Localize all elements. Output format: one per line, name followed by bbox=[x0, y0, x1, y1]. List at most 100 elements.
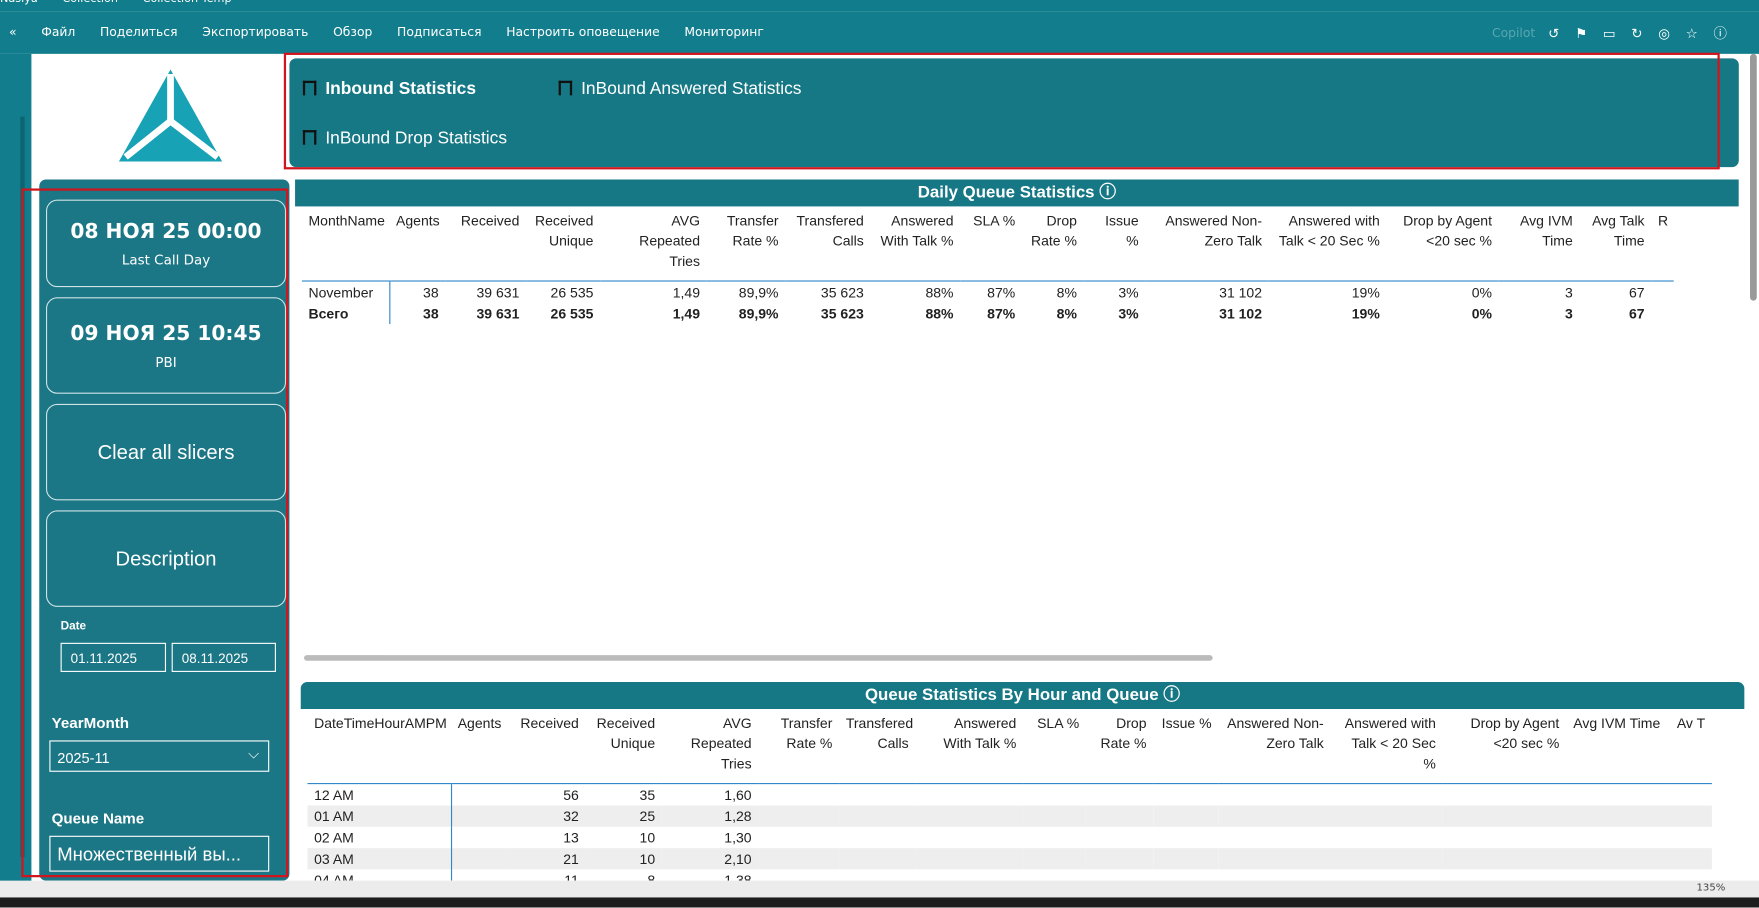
cell bbox=[451, 784, 507, 806]
column-header[interactable]: Received bbox=[445, 206, 527, 282]
left-rail bbox=[0, 53, 32, 887]
queue-dropdown[interactable]: Множественный вы... bbox=[49, 835, 270, 872]
copilot[interactable]: Copilot bbox=[1492, 25, 1536, 41]
title-text: Queue Statistics By Hour and Queue bbox=[864, 685, 1159, 705]
column-header[interactable]: Transfered Calls bbox=[785, 206, 871, 282]
column-header[interactable]: Transfered Calls bbox=[839, 708, 916, 785]
cell: 32 bbox=[563, 808, 579, 824]
column-header[interactable]: Answered With Talk % bbox=[870, 206, 961, 282]
column-header[interactable]: Answered Non-Zero Talk bbox=[1145, 206, 1269, 282]
column-header[interactable]: Avg IVM Time bbox=[1498, 206, 1580, 282]
column-header[interactable]: Received Unique bbox=[526, 206, 601, 282]
empty-cell bbox=[839, 827, 915, 848]
queue-value: Множественный вы... bbox=[57, 844, 242, 865]
status-bar: 135% bbox=[0, 880, 1759, 898]
column-header[interactable]: R bbox=[1651, 206, 1674, 282]
empty-cell bbox=[1330, 805, 1442, 826]
empty-cell bbox=[1330, 869, 1442, 880]
tab[interactable]: Nasiya bbox=[0, 0, 38, 6]
column-header[interactable]: Answered with Talk < 20 Sec % bbox=[1330, 708, 1443, 785]
toolbar-item[interactable]: Обзор bbox=[333, 24, 373, 40]
empty-cell bbox=[1566, 869, 1667, 880]
header-row: MonthName Agents Received Received Unique AV… bbox=[301, 206, 1674, 282]
empty-cell bbox=[915, 805, 1023, 826]
column-header[interactable]: SLA % bbox=[960, 206, 1022, 282]
toolbar-item[interactable]: Поделиться bbox=[99, 24, 178, 40]
highlight-box bbox=[283, 52, 1720, 170]
empty-cell bbox=[1153, 848, 1218, 869]
empty-cell bbox=[1218, 784, 1330, 806]
cell: 01 AM bbox=[307, 805, 452, 827]
cell: 3 bbox=[1564, 305, 1573, 322]
column-header[interactable]: Agents bbox=[389, 206, 446, 282]
bookmark[interactable]: Inbound Statistics bbox=[303, 80, 476, 100]
button[interactable]: Description bbox=[45, 510, 287, 607]
column-header[interactable]: Agents bbox=[450, 708, 508, 785]
toolbar-icons: ↺⚑▭↻◎☆ⓘ bbox=[1548, 25, 1743, 42]
row: November 38 39 631 26 535 1,49 89,9% 35 623 88%… bbox=[301, 281, 1674, 303]
column-header[interactable]: Av T bbox=[1667, 708, 1712, 785]
empty-cell bbox=[758, 784, 839, 806]
bookmark[interactable]: InBound Answered Statistics bbox=[559, 80, 801, 100]
empty-cell bbox=[1443, 784, 1566, 806]
empty-cell bbox=[1153, 805, 1218, 826]
toolbar-item[interactable]: Подписаться bbox=[397, 24, 482, 40]
data-table: DateTimeHourAMPM Agents Received Received U… bbox=[307, 708, 1712, 881]
column-header[interactable]: Answered with Talk < 20 Sec % bbox=[1268, 206, 1387, 282]
empty-cell bbox=[1153, 784, 1218, 806]
column-header[interactable]: AVG Repeated Tries bbox=[661, 708, 759, 785]
empty-cell bbox=[1086, 848, 1153, 869]
row: 12 AM 56 35 1,60 bbox=[307, 783, 1712, 806]
thead: DateTimeHourAMPM Agents Received Received U… bbox=[307, 708, 1712, 785]
empty-cell bbox=[915, 848, 1023, 869]
toolbar-item[interactable]: Настроить оповещение bbox=[506, 24, 660, 40]
button[interactable]: Clear all slicers bbox=[45, 403, 287, 501]
tab[interactable]: Collection bbox=[62, 0, 117, 6]
column-header[interactable]: Avg IVM Time bbox=[1566, 708, 1668, 785]
cell: 67 bbox=[1628, 284, 1645, 301]
column-header[interactable]: Drop Rate % bbox=[1021, 206, 1084, 282]
column-header[interactable]: Drop Rate % bbox=[1085, 708, 1154, 785]
column-header[interactable]: Drop by Agent <20 sec % bbox=[1442, 708, 1567, 785]
column-header[interactable]: AVG Repeated Tries bbox=[600, 206, 707, 282]
column-header[interactable]: Received bbox=[507, 708, 586, 785]
column-header[interactable]: Issue % bbox=[1153, 708, 1219, 785]
tabs: Nasiya Collection Collection Temp bbox=[0, 0, 232, 6]
column-header[interactable]: SLA % bbox=[1023, 708, 1086, 785]
card-label: PBI bbox=[155, 353, 177, 370]
column-header[interactable]: Answered With Talk % bbox=[915, 708, 1024, 785]
toolbar-item[interactable]: Файл bbox=[41, 24, 76, 40]
empty-cell bbox=[1566, 784, 1667, 806]
date-from[interactable]: 01.11.2025 bbox=[60, 642, 167, 672]
empty-cell bbox=[1566, 805, 1667, 826]
date-to[interactable]: 08.11.2025 bbox=[171, 642, 276, 672]
column-header[interactable]: Answered Non-Zero Talk bbox=[1218, 708, 1331, 785]
zoom[interactable]: 135% bbox=[1696, 882, 1726, 895]
column-header[interactable]: DateTimeHourAMPM bbox=[307, 708, 451, 785]
cell: 1,38 bbox=[724, 872, 752, 881]
tab[interactable]: Collection Temp bbox=[143, 0, 232, 6]
cell: 04 AM bbox=[307, 869, 452, 881]
column-header[interactable]: Received Unique bbox=[585, 708, 662, 785]
column-header[interactable]: Transfer Rate % bbox=[758, 708, 840, 785]
column-header[interactable]: Avg Talk Time bbox=[1579, 206, 1652, 282]
collapse[interactable]: « bbox=[8, 24, 17, 40]
column-header[interactable]: MonthName bbox=[301, 206, 390, 282]
bookmark[interactable]: InBound Drop Statistics bbox=[303, 129, 507, 149]
cell: 88% bbox=[925, 305, 954, 322]
row: 04 AM 11 8 1,38 bbox=[307, 869, 1712, 881]
cell: 87% bbox=[987, 284, 1016, 301]
column-header[interactable]: Drop by Agent <20 sec % bbox=[1386, 206, 1499, 282]
row: 02 AM 13 10 1,30 bbox=[307, 826, 1712, 849]
cell: 8% bbox=[1056, 284, 1077, 301]
tab-strip: Nasiya Collection Collection Temp bbox=[0, 0, 1759, 12]
column-header[interactable]: Transfer Rate % bbox=[706, 206, 786, 282]
toolbar-item[interactable]: Мониторинг bbox=[684, 24, 764, 40]
toolbar-item[interactable]: Экспортировать bbox=[202, 24, 309, 40]
cell: 19% bbox=[1351, 305, 1380, 322]
yearmonth-dropdown[interactable]: 2025-11 ⌵ bbox=[49, 740, 270, 772]
cell: 26 535 bbox=[550, 284, 594, 301]
empty-cell bbox=[1023, 848, 1086, 869]
cell: 03 AM bbox=[307, 848, 452, 870]
column-header[interactable]: Issue % bbox=[1083, 206, 1146, 282]
